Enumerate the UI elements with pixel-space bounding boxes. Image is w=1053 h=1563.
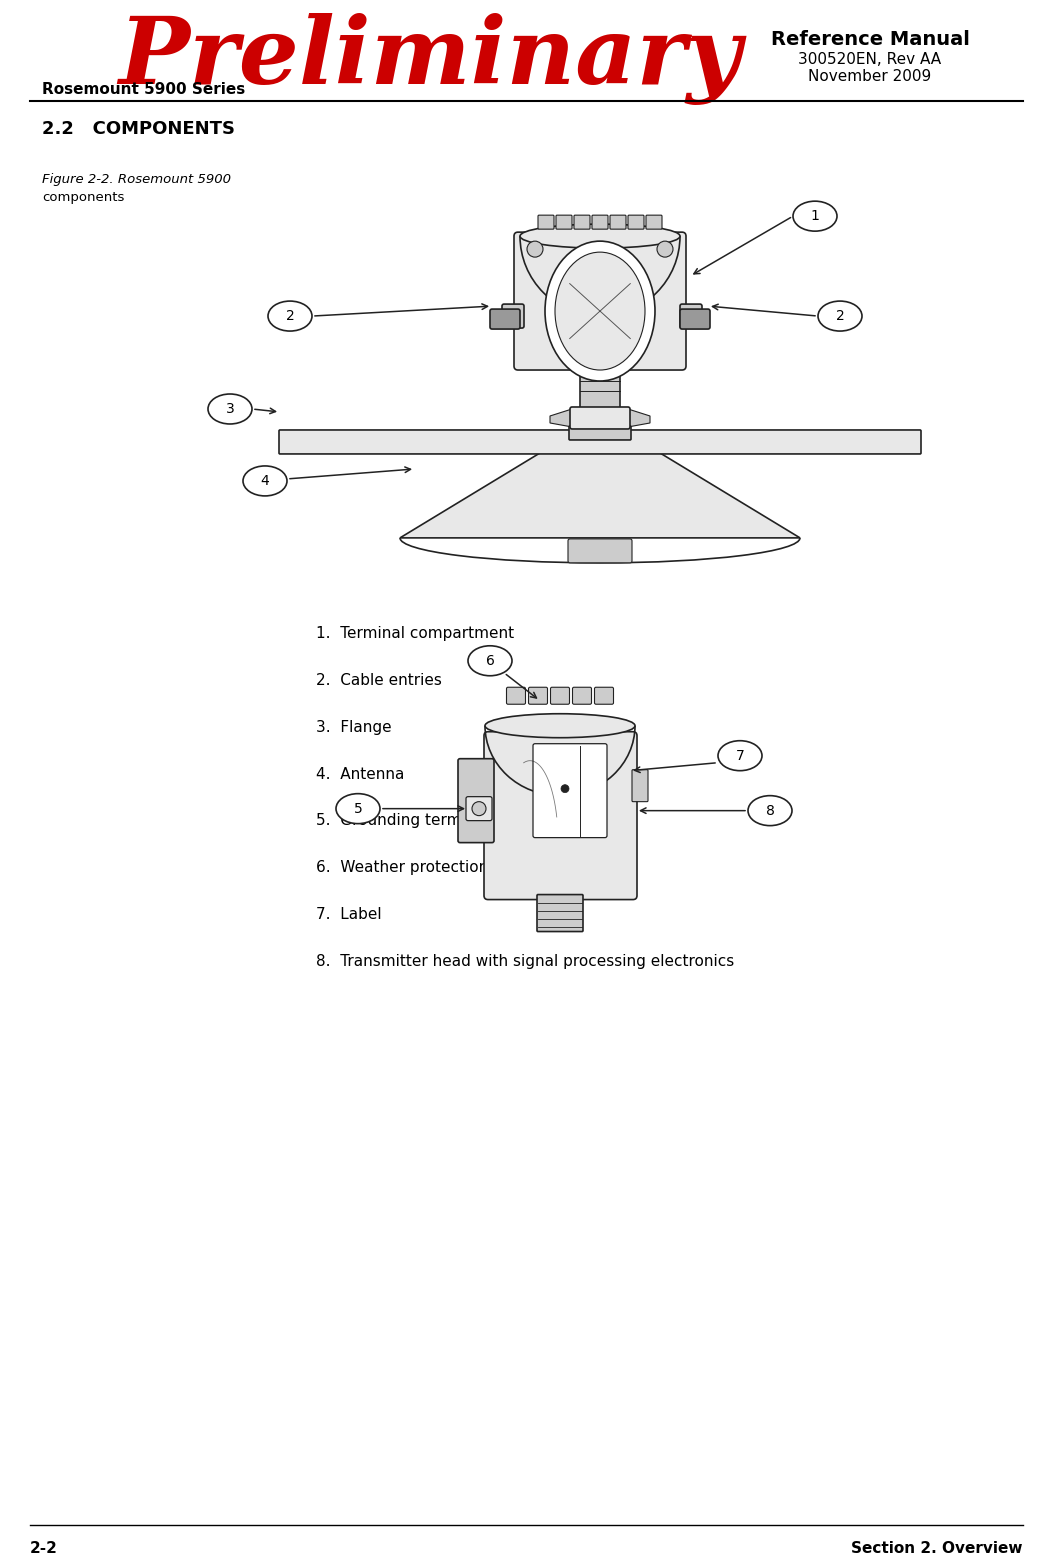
FancyBboxPatch shape bbox=[580, 366, 620, 411]
FancyBboxPatch shape bbox=[592, 216, 608, 230]
Ellipse shape bbox=[336, 794, 380, 824]
Circle shape bbox=[657, 241, 673, 258]
Text: November 2009: November 2009 bbox=[809, 69, 932, 84]
Text: 1: 1 bbox=[811, 209, 819, 224]
FancyBboxPatch shape bbox=[458, 758, 494, 842]
FancyBboxPatch shape bbox=[537, 894, 583, 932]
Text: Preliminary: Preliminary bbox=[118, 14, 741, 105]
FancyBboxPatch shape bbox=[645, 216, 662, 230]
FancyBboxPatch shape bbox=[632, 769, 648, 802]
Text: 4.  Antenna: 4. Antenna bbox=[316, 766, 404, 782]
FancyBboxPatch shape bbox=[529, 688, 548, 705]
Text: 4: 4 bbox=[261, 474, 270, 488]
FancyBboxPatch shape bbox=[595, 688, 614, 705]
FancyBboxPatch shape bbox=[538, 216, 554, 230]
FancyBboxPatch shape bbox=[502, 305, 524, 328]
Text: 300520EN, Rev AA: 300520EN, Rev AA bbox=[798, 52, 941, 67]
FancyBboxPatch shape bbox=[466, 797, 492, 821]
Text: 5: 5 bbox=[354, 802, 362, 816]
Ellipse shape bbox=[818, 302, 862, 331]
Ellipse shape bbox=[718, 741, 762, 771]
Circle shape bbox=[561, 785, 569, 792]
FancyBboxPatch shape bbox=[506, 688, 525, 705]
Ellipse shape bbox=[545, 241, 655, 381]
Ellipse shape bbox=[243, 466, 287, 495]
Text: 7: 7 bbox=[736, 749, 744, 763]
FancyBboxPatch shape bbox=[484, 731, 637, 900]
FancyBboxPatch shape bbox=[533, 744, 607, 838]
FancyBboxPatch shape bbox=[556, 216, 572, 230]
FancyBboxPatch shape bbox=[573, 688, 592, 705]
FancyBboxPatch shape bbox=[680, 305, 702, 328]
Ellipse shape bbox=[485, 714, 635, 738]
Ellipse shape bbox=[468, 646, 512, 675]
FancyBboxPatch shape bbox=[551, 688, 570, 705]
Text: 2-2: 2-2 bbox=[29, 1541, 58, 1555]
Ellipse shape bbox=[748, 796, 792, 825]
Circle shape bbox=[472, 802, 486, 816]
Polygon shape bbox=[628, 410, 650, 427]
FancyBboxPatch shape bbox=[610, 216, 625, 230]
Text: 5.  Grounding terminal: 5. Grounding terminal bbox=[316, 813, 489, 828]
FancyBboxPatch shape bbox=[574, 216, 590, 230]
Ellipse shape bbox=[208, 394, 252, 424]
FancyBboxPatch shape bbox=[514, 233, 686, 370]
Text: Rosemount 5900 Series: Rosemount 5900 Series bbox=[42, 81, 245, 97]
Text: 8.  Transmitter head with signal processing electronics: 8. Transmitter head with signal processi… bbox=[316, 953, 734, 969]
Text: 6.  Weather protection hood: 6. Weather protection hood bbox=[316, 860, 531, 875]
Text: 1.  Terminal compartment: 1. Terminal compartment bbox=[316, 627, 514, 641]
FancyBboxPatch shape bbox=[680, 309, 710, 330]
Text: Reference Manual: Reference Manual bbox=[771, 30, 970, 48]
FancyBboxPatch shape bbox=[490, 309, 520, 330]
Text: components: components bbox=[42, 191, 124, 203]
Text: Section 2. Overview: Section 2. Overview bbox=[852, 1541, 1024, 1555]
Text: 2: 2 bbox=[285, 309, 295, 324]
Ellipse shape bbox=[793, 202, 837, 231]
Text: 3.  Flange: 3. Flange bbox=[316, 719, 392, 735]
FancyBboxPatch shape bbox=[569, 427, 631, 439]
Text: Figure 2-2. Rosemount 5900: Figure 2-2. Rosemount 5900 bbox=[42, 172, 231, 186]
Ellipse shape bbox=[555, 252, 645, 370]
FancyBboxPatch shape bbox=[279, 430, 921, 453]
Text: 6: 6 bbox=[485, 653, 495, 667]
FancyBboxPatch shape bbox=[628, 216, 644, 230]
Polygon shape bbox=[400, 453, 800, 538]
Text: 2.2   COMPONENTS: 2.2 COMPONENTS bbox=[42, 120, 235, 138]
Ellipse shape bbox=[269, 302, 312, 331]
Text: 7.  Label: 7. Label bbox=[316, 907, 381, 922]
Polygon shape bbox=[550, 410, 572, 427]
Text: 3: 3 bbox=[225, 402, 235, 416]
FancyBboxPatch shape bbox=[570, 406, 630, 428]
Text: 8: 8 bbox=[766, 803, 774, 817]
Circle shape bbox=[526, 241, 543, 258]
Ellipse shape bbox=[520, 224, 680, 249]
FancyBboxPatch shape bbox=[568, 539, 632, 563]
Text: 2: 2 bbox=[836, 309, 845, 324]
Text: 2.  Cable entries: 2. Cable entries bbox=[316, 672, 442, 688]
